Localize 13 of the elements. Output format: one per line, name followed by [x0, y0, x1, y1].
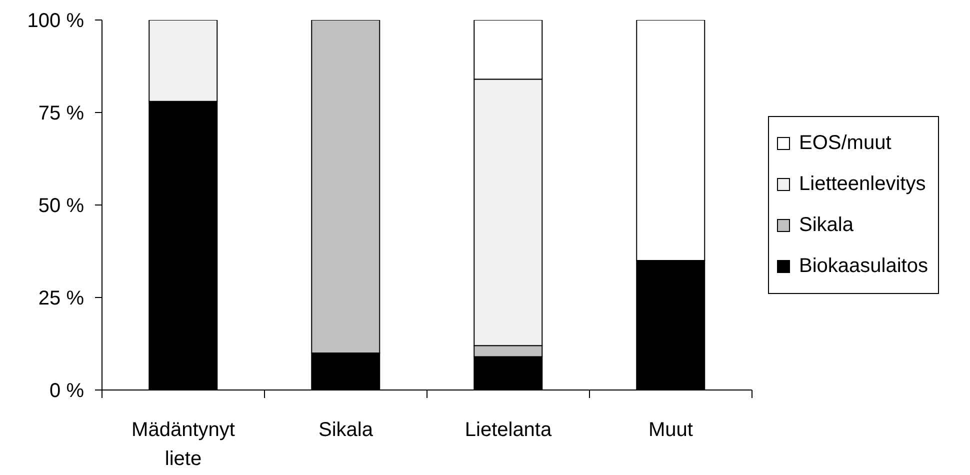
x-tick-label: Lietelanta	[464, 419, 552, 441]
legend-label: EOS/muut	[799, 132, 892, 155]
y-tick-label: 0 %	[50, 380, 84, 402]
y-tick-label: 100 %	[27, 10, 84, 32]
x-tick-label: Muut	[648, 419, 694, 441]
x-tick-label: Mädäntynyt liete	[132, 419, 236, 470]
y-tick-label: 25 %	[38, 288, 84, 310]
legend-label: Biokaasulaitos	[799, 255, 928, 278]
legend-label: Sikala	[799, 214, 854, 237]
y-tick-label: 75 %	[38, 102, 84, 125]
x-tick-label: Sikala	[318, 419, 374, 441]
y-tick-label: 50 %	[38, 195, 84, 218]
legend-label: Lietteenlevitys	[799, 173, 926, 196]
